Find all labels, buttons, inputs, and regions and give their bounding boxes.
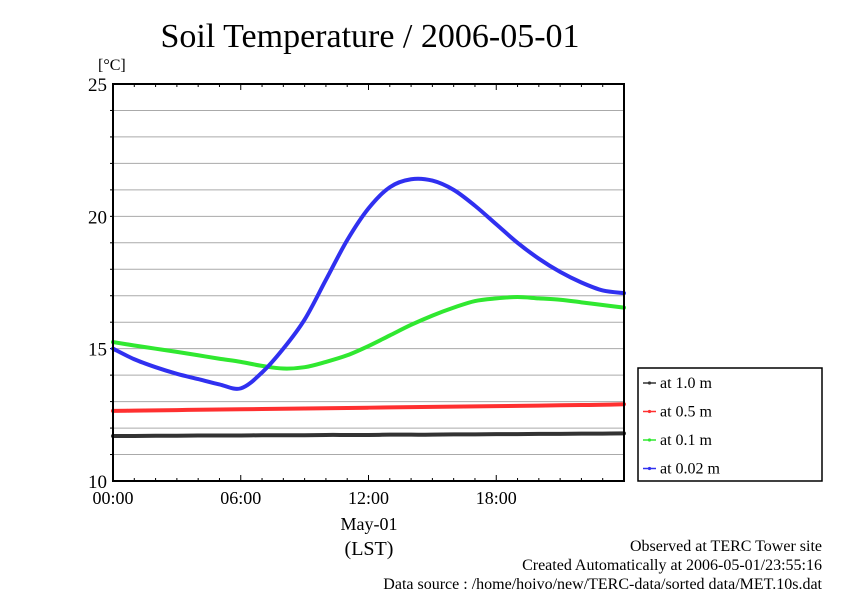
legend-label: at 0.02 m: [660, 461, 721, 478]
footer-created: Created Automatically at 2006-05-01/23:5…: [522, 557, 822, 574]
legend: at 1.0 m at 0.5 m at 0.1 m at 0.02 m: [637, 367, 823, 482]
legend-label: at 1.0 m: [660, 375, 713, 392]
y-tick-label: 20: [88, 207, 107, 228]
legend-marker: [647, 438, 652, 442]
legend-marker: [647, 466, 652, 471]
x-tick-label: 06:00: [220, 488, 261, 508]
plot-frame: [112, 83, 625, 482]
footer-source: Data source : /home/hoivo/new/TERC-data/…: [383, 576, 822, 593]
y-tick-label: 15: [88, 340, 107, 361]
x-axis-label: (LST): [345, 538, 394, 560]
x-tick-label: 00:00: [92, 488, 133, 508]
series-line-at-1-0-m: [111, 431, 626, 439]
x-axis-date: May-01: [341, 514, 398, 534]
y-axis-label: [°C]: [98, 57, 126, 74]
x-tick-label: 12:00: [348, 488, 389, 508]
legend-label: at 0.1 m: [660, 432, 713, 449]
footer-observed: Observed at TERC Tower site: [630, 538, 822, 555]
series-line-at-0-1-m: [111, 295, 626, 371]
series-line-at-0-5-m: [111, 402, 626, 413]
y-tick-label: 10: [88, 472, 107, 493]
legend-label: at 0.5 m: [660, 404, 713, 421]
x-tick-label: 18:00: [476, 488, 517, 508]
series-line-at-0-02-m: [111, 176, 626, 391]
chart-title: Soil Temperature / 2006-05-01: [160, 18, 579, 55]
legend-marker: [647, 381, 652, 385]
y-tick-label: 25: [88, 75, 107, 96]
legend-marker: [647, 409, 652, 414]
